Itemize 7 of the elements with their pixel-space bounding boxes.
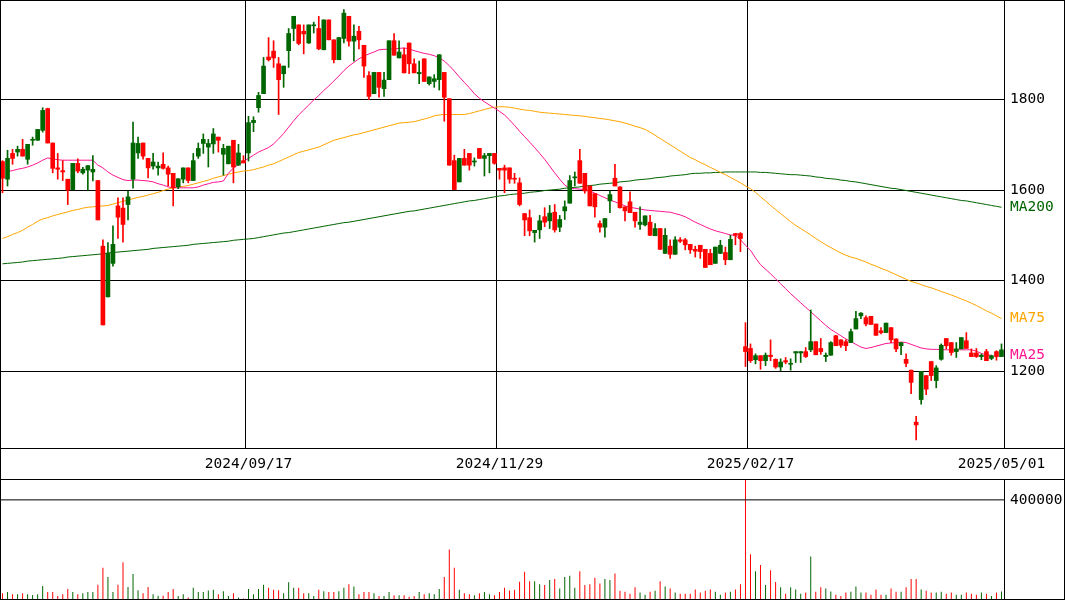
x-tick-label: 2024/11/29 — [455, 455, 544, 472]
candlestick — [351, 24, 357, 62]
x-tick-label: 2024/09/17 — [204, 455, 293, 472]
candlestick — [416, 60, 422, 85]
x-tick-label: 2025/02/17 — [706, 455, 795, 472]
candlestick — [808, 309, 814, 352]
candlestick — [953, 342, 959, 358]
